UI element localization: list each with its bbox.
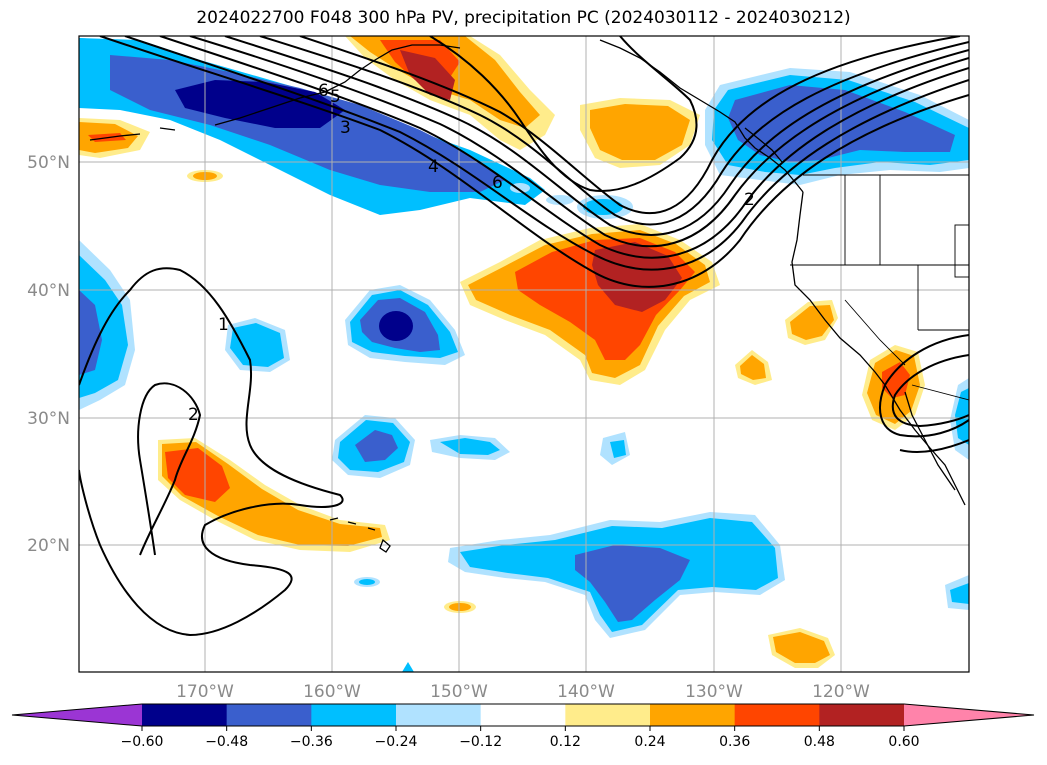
colorbar-segment — [819, 704, 905, 726]
svg-text:6: 6 — [318, 81, 329, 101]
map-content: 6 5 3 4 6 2 1 2 — [79, 36, 969, 672]
svg-text:20°N: 20°N — [27, 536, 70, 556]
colorbar-segment — [396, 704, 482, 726]
colorbar-segment — [480, 704, 566, 726]
pv-contour-labels: 6 5 3 4 6 2 1 2 — [188, 81, 755, 425]
svg-text:1: 1 — [218, 315, 229, 335]
colorbar-tick-label: −0.48 — [205, 734, 248, 750]
map-frame — [78, 35, 970, 673]
colorbar-extend-high — [904, 704, 1034, 726]
svg-text:130°W: 130°W — [685, 682, 743, 702]
latitude-labels: 50°N 40°N 30°N 20°N — [27, 153, 70, 556]
colorbar-tick-label: 0.24 — [634, 734, 665, 750]
colorbar: −0.60 −0.48 −0.36 −0.24 −0.12 0.12 0.24 0.36 0.4… — [11, 703, 1035, 750]
svg-text:140°W: 140°W — [557, 682, 615, 702]
pv-contours — [79, 36, 969, 637]
colorbar-segment — [311, 704, 397, 726]
colorbar-tick-label: −0.12 — [459, 734, 502, 750]
colorbar-tick-label: −0.36 — [290, 734, 333, 750]
precip-shading — [79, 36, 969, 672]
colorbar-segment — [650, 704, 736, 726]
colorbar-segment — [226, 704, 312, 726]
colorbar-tick-label: −0.60 — [121, 734, 164, 750]
svg-text:150°W: 150°W — [430, 682, 488, 702]
svg-text:40°N: 40°N — [27, 281, 70, 301]
colorbar-tick-label: 0.60 — [888, 734, 919, 750]
svg-text:120°W: 120°W — [812, 682, 870, 702]
svg-text:3: 3 — [340, 118, 351, 138]
colorbar-segment — [565, 704, 651, 726]
svg-text:2: 2 — [188, 405, 199, 425]
svg-text:30°N: 30°N — [27, 409, 70, 429]
svg-text:2: 2 — [744, 190, 755, 210]
colorbar-extend-low — [12, 704, 142, 726]
svg-text:5: 5 — [330, 87, 341, 107]
svg-text:50°N: 50°N — [27, 153, 70, 173]
colorbar-tick-label: 0.48 — [804, 734, 835, 750]
colorbar-tick-label: −0.24 — [375, 734, 418, 750]
svg-text:170°W: 170°W — [176, 682, 234, 702]
colorbar-tick-label: 0.12 — [550, 734, 581, 750]
svg-text:4: 4 — [428, 157, 439, 177]
svg-text:6: 6 — [492, 173, 503, 193]
longitude-labels: 170°W 160°W 150°W 140°W 130°W 120°W — [176, 682, 870, 702]
colorbar-tick-label: 0.36 — [719, 734, 750, 750]
colorbar-segment — [734, 704, 820, 726]
political-borders — [790, 174, 969, 401]
colorbar-segment — [142, 704, 228, 726]
map-title: 2024022700 F048 300 hPa PV, precipitatio… — [196, 8, 851, 28]
svg-text:160°W: 160°W — [303, 682, 361, 702]
